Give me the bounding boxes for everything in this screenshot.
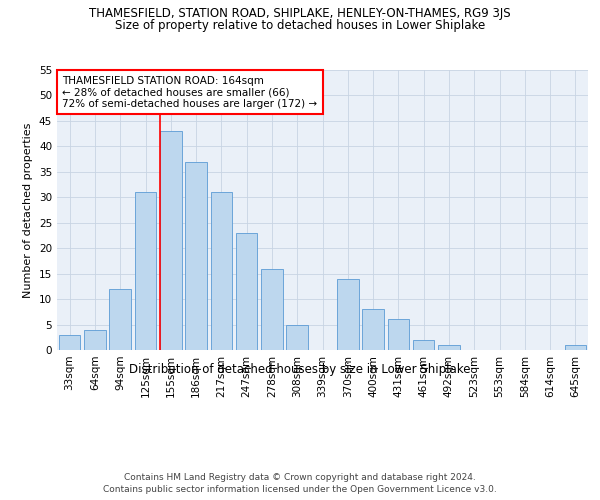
Bar — [565, 345, 586, 350]
Bar — [109, 289, 131, 350]
Bar — [211, 192, 232, 350]
Bar — [362, 310, 384, 350]
Text: Contains public sector information licensed under the Open Government Licence v3: Contains public sector information licen… — [103, 485, 497, 494]
Bar — [337, 278, 359, 350]
Bar — [84, 330, 106, 350]
Text: Distribution of detached houses by size in Lower Shiplake: Distribution of detached houses by size … — [129, 362, 471, 376]
Text: Contains HM Land Registry data © Crown copyright and database right 2024.: Contains HM Land Registry data © Crown c… — [124, 472, 476, 482]
Text: THAMESFIELD STATION ROAD: 164sqm
← 28% of detached houses are smaller (66)
72% o: THAMESFIELD STATION ROAD: 164sqm ← 28% o… — [62, 76, 317, 109]
Bar — [135, 192, 156, 350]
Bar — [286, 324, 308, 350]
Bar — [261, 268, 283, 350]
Bar — [438, 345, 460, 350]
Bar — [236, 233, 257, 350]
Text: THAMESFIELD, STATION ROAD, SHIPLAKE, HENLEY-ON-THAMES, RG9 3JS: THAMESFIELD, STATION ROAD, SHIPLAKE, HEN… — [89, 8, 511, 20]
Text: Size of property relative to detached houses in Lower Shiplake: Size of property relative to detached ho… — [115, 19, 485, 32]
Bar — [59, 334, 80, 350]
Y-axis label: Number of detached properties: Number of detached properties — [23, 122, 34, 298]
Bar — [185, 162, 207, 350]
Bar — [160, 131, 182, 350]
Bar — [388, 320, 409, 350]
Bar — [413, 340, 434, 350]
